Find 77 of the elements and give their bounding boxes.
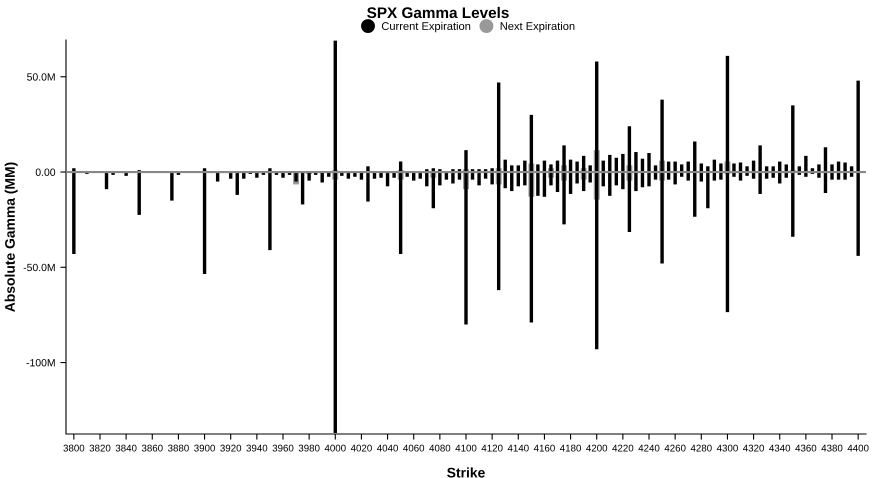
x-tick-label: 4400 (848, 444, 869, 452)
x-tick-label: 4160 (534, 444, 555, 452)
bar (595, 62, 598, 350)
bar (236, 172, 239, 195)
y-tick-label: -100M (26, 359, 55, 366)
bar (542, 160, 546, 197)
bar (300, 172, 304, 204)
x-tick-label: 4020 (350, 444, 372, 452)
bar (510, 165, 514, 192)
x-tick-label: 3920 (220, 444, 242, 452)
bar (536, 164, 540, 196)
bar (72, 168, 76, 254)
bar (530, 114, 534, 323)
x-axis-title: Strike (447, 467, 485, 478)
bar (706, 166, 710, 208)
bar (216, 172, 220, 182)
x-tick-label: 4180 (560, 444, 582, 452)
bar (758, 145, 762, 194)
y-tick-label: 0.00 (36, 168, 56, 176)
x-tick-label: 4080 (429, 444, 450, 452)
bar (602, 160, 605, 186)
bar (634, 152, 638, 192)
bar (504, 160, 507, 188)
x-tick-label: 3820 (90, 444, 110, 452)
x-tick-label: 3980 (298, 444, 320, 452)
bar (496, 82, 500, 290)
bar (386, 172, 390, 186)
x-tick-label: 3880 (168, 444, 189, 452)
y-axis-title: Absolute Gamma (MM) (4, 162, 18, 312)
x-tick-label: 4300 (716, 444, 738, 452)
bar (726, 56, 730, 312)
y-tick-label: -50.0M (24, 264, 55, 272)
bar (693, 142, 696, 217)
x-tick-label: 4220 (612, 444, 634, 452)
bar (398, 162, 402, 254)
bar (614, 158, 618, 186)
x-tick-label: 4240 (638, 444, 660, 452)
x-tick-label: 4320 (742, 444, 764, 452)
bar (621, 154, 625, 190)
x-tick-label: 4120 (482, 444, 503, 452)
x-tick-label: 4280 (690, 444, 712, 452)
x-tick-label: 3900 (194, 444, 215, 452)
bar (582, 156, 586, 192)
y-tick-label: 50.0M (27, 73, 55, 81)
x-tick-label: 4360 (795, 444, 816, 452)
legend-label: Next Expiration (500, 22, 574, 32)
bar (673, 162, 677, 184)
bar (712, 160, 716, 181)
bar (628, 126, 632, 232)
bar (202, 168, 206, 274)
bar (608, 154, 612, 196)
x-tick-label: 3840 (116, 444, 137, 452)
bar (138, 170, 141, 215)
x-tick-label: 4260 (664, 444, 686, 452)
x-tick-label: 4140 (508, 444, 529, 452)
x-tick-label: 4100 (455, 444, 476, 452)
x-tick-label: 4200 (586, 444, 608, 452)
x-tick-label: 4000 (324, 444, 346, 452)
x-tick-label: 4060 (403, 444, 424, 452)
bar (432, 168, 436, 208)
bar (856, 80, 860, 256)
bar (170, 172, 174, 201)
bar (791, 105, 794, 237)
legend-label: Current Expiration (382, 22, 470, 32)
bar (660, 100, 664, 264)
x-tick-label: 4340 (769, 444, 790, 452)
x-tick-label: 3940 (246, 444, 268, 452)
x-tick-label: 3800 (63, 444, 84, 452)
bar (568, 160, 572, 194)
chart-title: SPX Gamma Levels (367, 6, 509, 18)
x-tick-label: 3860 (142, 444, 163, 452)
x-tick-label: 4040 (376, 444, 398, 452)
x-tick-label: 3960 (272, 444, 294, 452)
bar (320, 172, 324, 183)
x-tick-label: 4380 (821, 444, 842, 452)
bar (268, 168, 272, 250)
bar (523, 160, 527, 186)
